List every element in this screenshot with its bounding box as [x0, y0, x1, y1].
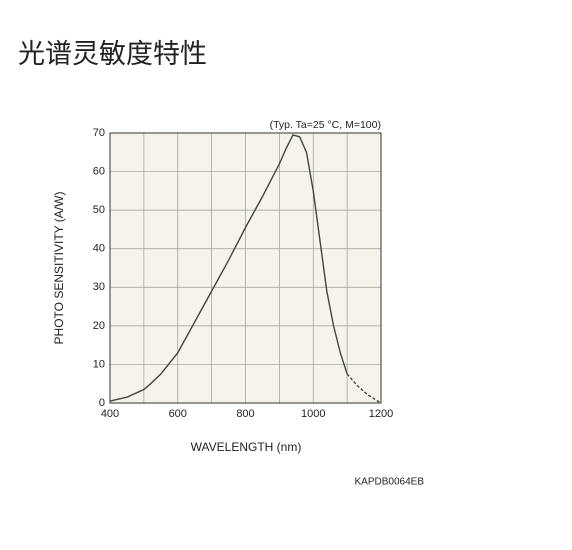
y-tick-label: 60: [93, 165, 105, 177]
x-tick-label: 1000: [301, 408, 325, 420]
x-axis-label: WAVELENGTH (nm): [191, 440, 302, 454]
x-tick-label: 1200: [369, 408, 393, 420]
x-tick-label: 800: [236, 408, 254, 420]
page-title: 光谱灵敏度特性: [18, 39, 207, 70]
plot-frame: [109, 132, 382, 404]
y-tick-label: 30: [93, 281, 105, 293]
x-tick-label: 600: [169, 408, 187, 420]
x-tick-label: 400: [101, 408, 119, 420]
y-axis-label: PHOTO SENSITIVITY (A/W): [52, 192, 66, 345]
annotation: (Typ. Ta=25 °C, M=100): [270, 119, 381, 131]
line: [346, 373, 382, 404]
line: [109, 134, 348, 402]
figure-code: KAPDB0064EB: [355, 477, 425, 488]
y-tick-label: 20: [93, 320, 105, 332]
y-tick-label: 70: [93, 127, 105, 139]
y-tick-label: 40: [93, 243, 105, 255]
y-tick-label: 10: [93, 358, 105, 370]
y-tick-label: 0: [99, 397, 105, 409]
y-tick-label: 50: [93, 204, 105, 216]
